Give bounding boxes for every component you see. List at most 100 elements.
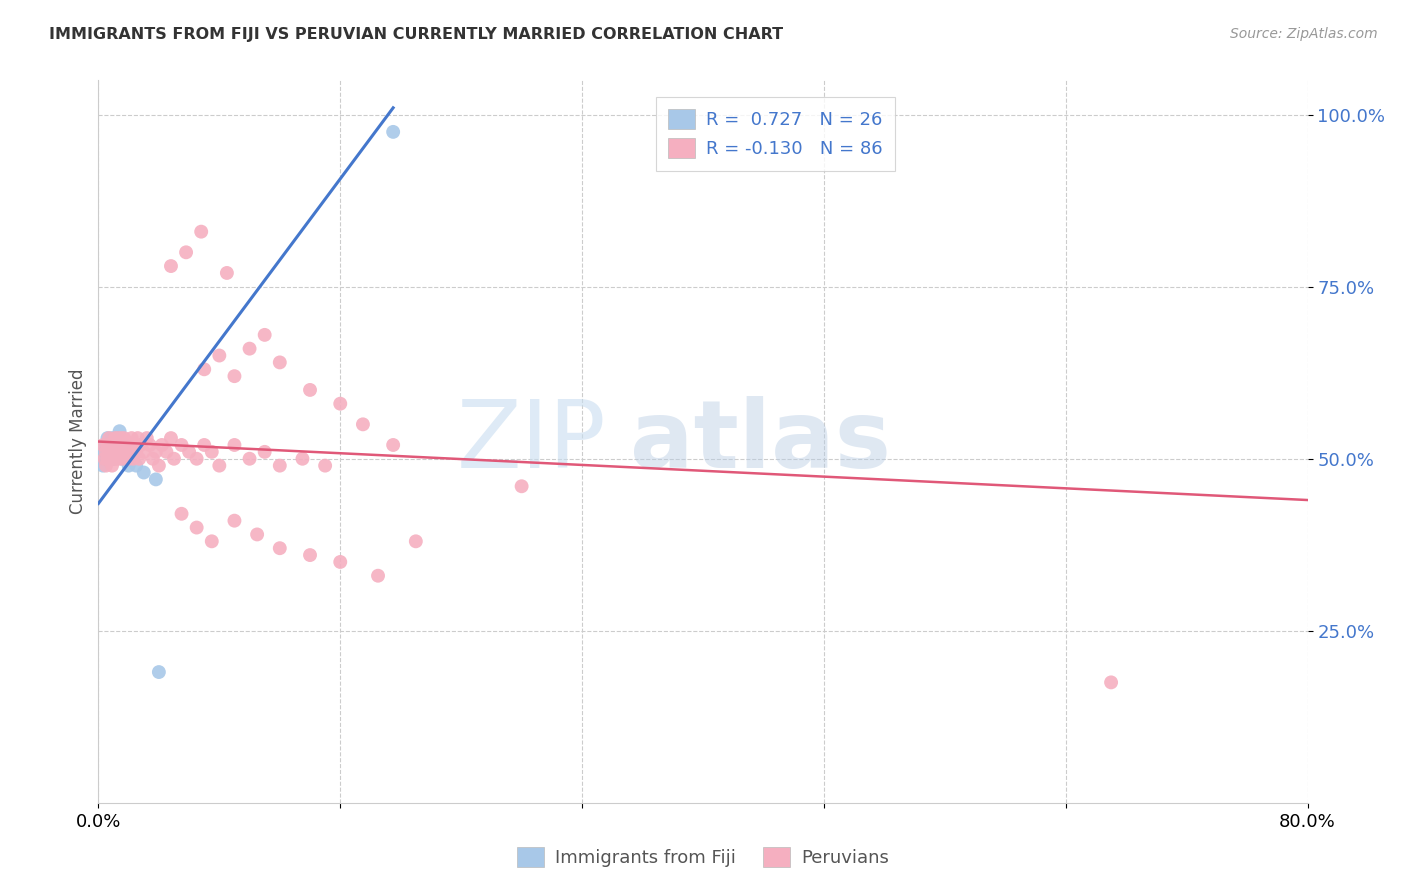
Point — [101, 445, 124, 459]
Point — [145, 472, 167, 486]
Legend: Immigrants from Fiji, Peruvians: Immigrants from Fiji, Peruvians — [510, 839, 896, 874]
Point — [121, 451, 143, 466]
Point — [91, 438, 114, 452]
Point — [224, 514, 246, 528]
Point — [352, 417, 374, 432]
Point — [148, 665, 170, 679]
Point — [98, 431, 121, 445]
Point — [193, 438, 215, 452]
Point — [186, 520, 208, 534]
Point — [139, 438, 162, 452]
Point — [186, 451, 208, 466]
Point — [100, 451, 122, 466]
Point — [224, 369, 246, 384]
Point — [122, 451, 145, 466]
Point — [127, 431, 149, 445]
Point — [107, 438, 129, 452]
Point — [96, 451, 118, 466]
Point — [103, 438, 125, 452]
Point — [170, 507, 193, 521]
Point — [269, 458, 291, 473]
Point — [299, 548, 322, 562]
Point — [299, 383, 322, 397]
Point — [129, 438, 152, 452]
Point — [111, 451, 134, 466]
Point — [269, 541, 291, 556]
Point — [110, 445, 132, 459]
Point — [91, 458, 114, 473]
Point — [239, 342, 262, 356]
Point — [208, 349, 231, 363]
Point — [114, 445, 136, 459]
Y-axis label: Currently Married: Currently Married — [69, 368, 87, 515]
Point — [96, 445, 118, 459]
Point — [114, 445, 136, 459]
Point — [160, 431, 183, 445]
Point — [108, 438, 131, 452]
Point — [150, 438, 173, 452]
Point — [193, 362, 215, 376]
Point — [120, 445, 142, 459]
Text: Source: ZipAtlas.com: Source: ZipAtlas.com — [1230, 27, 1378, 41]
Point — [104, 445, 127, 459]
Point — [94, 451, 117, 466]
Point — [382, 438, 405, 452]
Point — [148, 458, 170, 473]
Point — [145, 445, 167, 459]
Point — [132, 445, 155, 459]
Point — [111, 438, 134, 452]
Point — [269, 355, 291, 369]
Point — [103, 451, 125, 466]
Point — [105, 451, 128, 466]
Point — [201, 445, 224, 459]
Point — [103, 451, 125, 466]
Point — [107, 445, 129, 459]
Point — [329, 555, 352, 569]
Point — [314, 458, 336, 473]
Point — [246, 527, 269, 541]
Point — [121, 431, 143, 445]
Point — [125, 458, 148, 473]
Point — [125, 445, 148, 459]
Point — [253, 327, 276, 342]
Point — [112, 438, 135, 452]
Point — [135, 431, 157, 445]
Point — [108, 451, 131, 466]
Point — [118, 458, 141, 473]
Point — [224, 438, 246, 452]
Point — [98, 451, 121, 466]
Point — [94, 445, 117, 459]
Point — [124, 438, 146, 452]
Point — [405, 534, 427, 549]
Text: ZIP: ZIP — [457, 395, 606, 488]
Point — [98, 445, 121, 459]
Point — [208, 458, 231, 473]
Text: atlas: atlas — [630, 395, 891, 488]
Point — [118, 451, 141, 466]
Point — [100, 438, 122, 452]
Point — [239, 451, 262, 466]
Point — [101, 431, 124, 445]
Point — [291, 451, 314, 466]
Point — [163, 451, 186, 466]
Point — [382, 125, 405, 139]
Point — [179, 445, 201, 459]
Point — [110, 445, 132, 459]
Point — [105, 431, 128, 445]
Point — [201, 534, 224, 549]
Point — [215, 266, 238, 280]
Point — [367, 568, 389, 582]
Point — [105, 438, 128, 452]
Point — [190, 225, 212, 239]
Point — [155, 445, 177, 459]
Point — [104, 431, 127, 445]
Point — [93, 445, 115, 459]
Point — [93, 451, 115, 466]
Text: IMMIGRANTS FROM FIJI VS PERUVIAN CURRENTLY MARRIED CORRELATION CHART: IMMIGRANTS FROM FIJI VS PERUVIAN CURRENT… — [49, 27, 783, 42]
Point — [174, 245, 197, 260]
Point — [96, 431, 118, 445]
Point — [103, 438, 125, 452]
Point — [107, 431, 129, 445]
Point — [100, 445, 122, 459]
Point — [115, 438, 138, 452]
